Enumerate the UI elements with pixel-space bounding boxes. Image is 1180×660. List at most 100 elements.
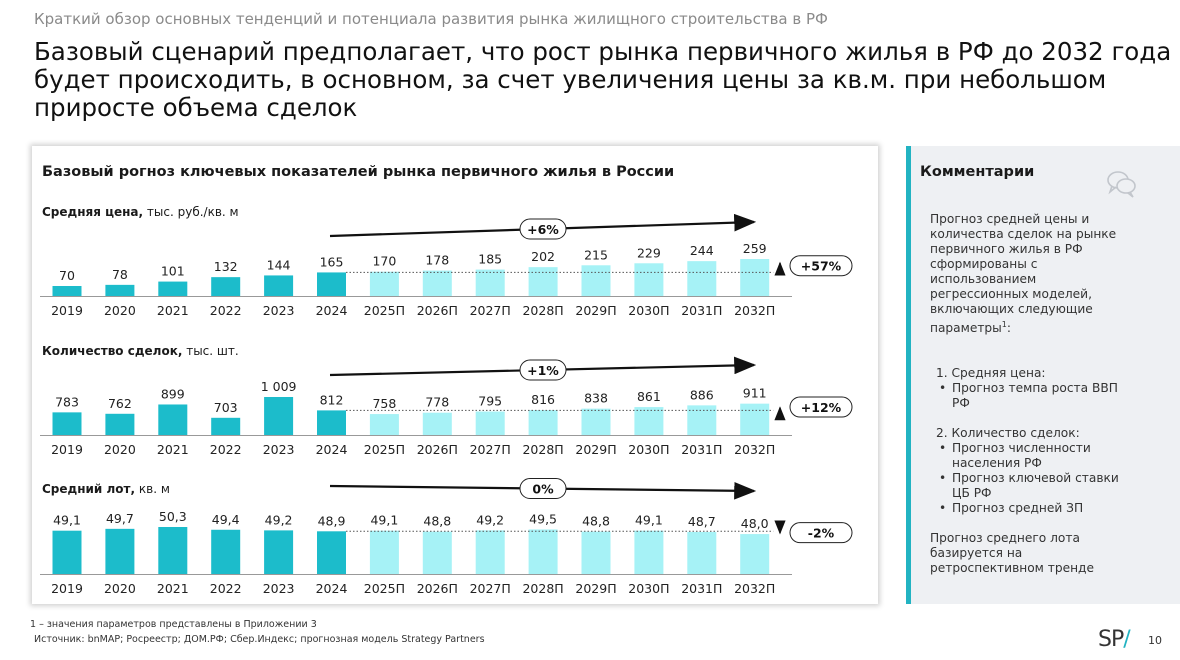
tick-label: 2030П (628, 442, 669, 457)
metric-label-deals: Количество сделок, тыс. шт. (42, 344, 239, 358)
data-label: 229 (637, 245, 661, 260)
data-label: 778 (425, 395, 449, 410)
data-label: 861 (637, 389, 661, 404)
data-label: 78 (112, 267, 128, 282)
bar (581, 531, 611, 574)
data-label: 886 (690, 387, 714, 402)
metric-name: Средний лот, (42, 482, 136, 496)
change-pill (789, 522, 853, 544)
section-price-list: Прогноз темпа роста ВВП РФ (930, 381, 1130, 411)
bar (264, 275, 294, 296)
data-label: 49,5 (529, 511, 557, 526)
tick-label: 2019 (51, 581, 83, 596)
data-label: 48,8 (582, 514, 610, 529)
page-number: 10 (1148, 634, 1162, 647)
tick-label: 2025П (364, 581, 405, 596)
tick-label: 2031П (681, 442, 722, 457)
tick-label: 2026П (417, 581, 458, 596)
data-label: 101 (161, 264, 185, 279)
bar (422, 412, 452, 435)
data-label: 49,2 (265, 512, 293, 527)
section-price-title: 1. Средняя цена: (936, 366, 1046, 381)
data-label: 185 (478, 252, 502, 267)
comments-text: Прогноз средней цены и количества сделок… (930, 212, 1130, 576)
tick-label: 2030П (628, 581, 669, 596)
bar (369, 414, 399, 435)
tick-label: 2031П (681, 581, 722, 596)
section-deals-title: 2. Количество сделок: (936, 426, 1080, 441)
tick-label: 2022 (210, 442, 242, 457)
data-label: 812 (320, 392, 344, 407)
bar (264, 397, 294, 435)
bar (158, 527, 188, 574)
bar (634, 263, 664, 296)
metric-unit: тыс. руб./кв. м (146, 205, 239, 219)
tick-label: 2023 (263, 581, 295, 596)
tick-label: 2020 (104, 442, 136, 457)
tick-label: 2025П (364, 442, 405, 457)
tick-label: 2022 (210, 303, 242, 318)
metric-name: Средняя цена, (42, 205, 144, 219)
tick-label: 2032П (734, 581, 775, 596)
tick-label: 2024 (316, 581, 348, 596)
bar (528, 267, 558, 296)
list-item: Прогноз средней ЗП (939, 501, 1130, 516)
bar (475, 530, 505, 574)
change-label: +12% (801, 400, 842, 415)
bar (634, 530, 664, 574)
comments-intro: Прогноз средней цены и количества сделок… (930, 212, 1117, 336)
metric-label-price: Средняя цена, тыс. руб./кв. м (42, 205, 239, 219)
bar (528, 410, 558, 435)
trend-pill (519, 478, 567, 499)
change-label: -2% (808, 526, 835, 541)
charts-svg: 7020197820201012021132202214420231652024… (40, 213, 853, 596)
trend-pill (519, 218, 567, 240)
tick-label: 2028П (522, 442, 563, 457)
tick-label: 2028П (522, 581, 563, 596)
company-logo: SP/ (1098, 627, 1131, 652)
data-label: 48,8 (423, 514, 451, 529)
data-label: 48,7 (688, 514, 716, 529)
data-label: 132 (214, 259, 238, 274)
tick-label: 2024 (316, 303, 348, 318)
tick-label: 2031П (681, 303, 722, 318)
bar (687, 261, 717, 296)
data-label: 215 (584, 247, 608, 262)
data-label: 244 (690, 243, 714, 258)
tick-label: 2026П (417, 303, 458, 318)
bar (687, 531, 717, 574)
data-label: 899 (161, 386, 185, 401)
bar (105, 413, 135, 435)
tick-label: 2019 (51, 303, 83, 318)
bar (369, 530, 399, 574)
tick-label: 2027П (470, 442, 511, 457)
source-note: Источник: bnMAP; Росреестр; ДОМ.РФ; Сбер… (34, 634, 485, 645)
page-subtitle: Краткий обзор основных тенденций и потен… (34, 10, 828, 28)
bar (52, 412, 82, 435)
change-pill (789, 396, 853, 418)
tick-label: 2032П (734, 442, 775, 457)
bar (581, 408, 611, 435)
metric-name: Количество сделок, (42, 344, 183, 358)
data-label: 911 (743, 386, 767, 401)
tick-label: 2023 (263, 303, 295, 318)
change-label: +57% (801, 259, 842, 274)
data-label: 259 (743, 241, 767, 256)
bar (158, 404, 188, 435)
data-label: 1 009 (261, 379, 297, 394)
metric-unit: тыс. шт. (186, 344, 239, 358)
bar (634, 407, 664, 435)
trend-pill (519, 359, 567, 381)
bar (422, 531, 452, 574)
trend-label: +6% (527, 222, 559, 237)
bar (317, 410, 346, 435)
bar (158, 281, 188, 296)
tick-label: 2023 (263, 442, 295, 457)
accent-bar (906, 146, 911, 604)
bar (687, 405, 717, 435)
bar (740, 259, 770, 296)
data-label: 70 (59, 268, 75, 283)
tick-label: 2027П (470, 303, 511, 318)
list-item: Прогноз темпа роста ВВП РФ (939, 381, 1130, 411)
trend-label: 0% (532, 482, 554, 497)
